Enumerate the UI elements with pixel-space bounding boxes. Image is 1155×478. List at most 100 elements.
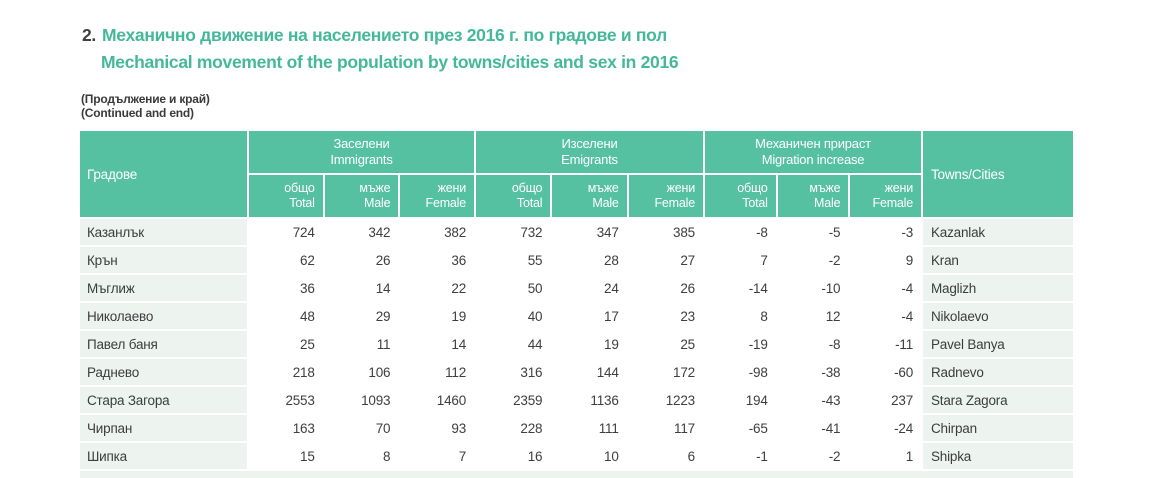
group-title-migration-increase: Механичен прираст Migration increase bbox=[705, 131, 921, 173]
value-cell-male: 17 bbox=[604, 308, 619, 324]
value-cell-total: 2553 bbox=[285, 392, 315, 408]
continuation-note-bulgarian: (Продължение и край) bbox=[81, 92, 210, 106]
town-bg-cell: Чирпан bbox=[80, 415, 247, 441]
column-header-towns-bg: Градове bbox=[80, 131, 247, 217]
value-cell-female: 237 bbox=[891, 392, 914, 408]
value-cell-total: 44 bbox=[527, 336, 543, 352]
town-en-cell: Chirpan bbox=[923, 415, 1073, 441]
value-cell-female: 385 bbox=[673, 224, 695, 240]
table-row: Мъглиж 36 14 22 50 24 26 -14 -10 -4 Maglizh bbox=[80, 275, 1073, 301]
value-cell-total: -8 bbox=[756, 224, 768, 240]
subcol-label-bg: жени bbox=[666, 180, 696, 195]
row-value-group: -98 -38 -60 bbox=[705, 359, 921, 385]
value-cell-female: 27 bbox=[680, 252, 695, 268]
continuation-note: (Продължение и край) (Continued and end) bbox=[81, 92, 210, 120]
value-cell-male: 8 bbox=[383, 448, 391, 464]
row-value-group: 48 29 19 bbox=[249, 303, 474, 329]
column-group-emigrants: Изселени Emigrants общо Total мъже Male жени… bbox=[476, 131, 703, 217]
subcol-label-bg: жени bbox=[884, 180, 914, 195]
town-en-cell: Stara Zagora bbox=[923, 387, 1073, 413]
value-cell-total: -19 bbox=[748, 336, 768, 352]
value-cell-male: 26 bbox=[375, 252, 391, 268]
town-en-cell: Maglizh bbox=[923, 275, 1073, 301]
subcol-label-bg: мъже bbox=[809, 180, 841, 195]
value-cell-female: 1460 bbox=[436, 392, 467, 408]
row-value-group: 724 342 382 bbox=[249, 219, 474, 245]
group-title-immigrants: Заселени Immigrants bbox=[249, 131, 474, 173]
subcol-label-en: Total bbox=[516, 196, 543, 210]
value-cell-male: 347 bbox=[596, 224, 619, 240]
value-cell-male: 11 bbox=[376, 336, 391, 352]
subcol-label-en: Total bbox=[289, 196, 315, 210]
subcol-header-total: общо Total bbox=[249, 175, 323, 217]
subcol-header-female: жени Female bbox=[850, 175, 922, 217]
value-cell-total: 15 bbox=[300, 448, 315, 464]
subcol-label-bg: мъже bbox=[587, 180, 619, 195]
value-cell-female: 36 bbox=[451, 252, 467, 268]
table-row: Раднево 218 106 112 316 144 172 -98 -38 -60 Radnev… bbox=[80, 359, 1073, 385]
value-cell-male: 12 bbox=[825, 308, 841, 324]
subcol-label-bg: мъже bbox=[359, 180, 391, 195]
continuation-note-english: (Continued and end) bbox=[81, 105, 194, 120]
row-value-group: 218 106 112 bbox=[249, 359, 474, 385]
town-en-cell: Nikolaevo bbox=[923, 303, 1073, 329]
subheader-row-migration-increase: общо Total мъже Male жени Female bbox=[705, 175, 922, 217]
value-cell-total: 2359 bbox=[513, 392, 543, 408]
subcol-label-bg: общо bbox=[511, 180, 543, 195]
row-value-group: -1 -2 1 bbox=[705, 443, 921, 469]
row-value-group: 163 70 93 bbox=[249, 415, 474, 441]
table-body: Казанлък 724 342 382 732 347 385 -8 -5 -3 Kazanlak… bbox=[80, 219, 1073, 469]
table-bottom-strip bbox=[80, 471, 1073, 478]
value-cell-male: 1136 bbox=[590, 392, 619, 408]
title-line-bulgarian: 2. Механично движение на населението през… bbox=[82, 22, 678, 49]
row-value-group: -19 -8 -11 bbox=[705, 331, 921, 357]
value-cell-female: -4 bbox=[901, 308, 914, 324]
value-cell-female: 93 bbox=[451, 420, 467, 436]
subcol-label-en: Female bbox=[425, 196, 467, 210]
subcol-label-bg: общо bbox=[284, 180, 315, 195]
value-cell-total: 228 bbox=[520, 420, 543, 436]
subcol-header-male: мъже Male bbox=[324, 175, 399, 217]
column-group-immigrants: Заселени Immigrants общо Total мъже Male жен… bbox=[249, 131, 475, 217]
value-cell-male: -5 bbox=[828, 224, 841, 240]
subcol-label-en: Female bbox=[654, 196, 696, 210]
title-bulgarian: Механично движение на населението през 2… bbox=[102, 25, 667, 45]
value-cell-female: -4 bbox=[901, 280, 914, 296]
subcol-label-en: Total bbox=[742, 196, 768, 210]
subcol-header-female: жени Female bbox=[628, 175, 703, 217]
row-value-group: 7 -2 9 bbox=[705, 247, 921, 273]
value-cell-male: 14 bbox=[375, 280, 391, 296]
town-en-cell: Kazanlak bbox=[923, 219, 1073, 245]
value-cell-female: 6 bbox=[687, 448, 696, 464]
row-value-group: 25 11 14 bbox=[249, 331, 474, 357]
group-title-en: Immigrants bbox=[330, 152, 393, 167]
row-value-group: 2553 1093 1460 bbox=[249, 387, 474, 413]
value-cell-female: 1223 bbox=[665, 392, 695, 408]
value-cell-female: 1 bbox=[905, 448, 914, 464]
town-bg-cell: Крън bbox=[80, 247, 247, 273]
subheader-row-emigrants: общо Total мъже Male жени Female bbox=[476, 175, 703, 217]
town-en-cell: Radnevo bbox=[923, 359, 1073, 385]
population-movement-table: Градове Заселени Immigrants общо Total мъж… bbox=[80, 131, 1073, 478]
table-row: Чирпан 163 70 93 228 111 117 -65 -41 -24 Chirpan bbox=[80, 415, 1073, 441]
subcol-label-bg: жени bbox=[437, 180, 467, 195]
row-value-group: 8 12 -4 bbox=[705, 303, 921, 329]
value-cell-total: 218 bbox=[292, 364, 315, 380]
value-cell-male: 1093 bbox=[361, 392, 391, 408]
subcol-header-total: общо Total bbox=[705, 175, 776, 217]
group-title-emigrants: Изселени Emigrants bbox=[476, 131, 703, 173]
value-cell-female: 117 bbox=[674, 420, 695, 436]
town-bg-cell: Казанлък bbox=[80, 219, 247, 245]
table-row: Крън 62 26 36 55 28 27 7 -2 9 Kran bbox=[80, 247, 1073, 273]
value-cell-female: 25 bbox=[680, 336, 695, 352]
town-bg-cell: Шипка bbox=[80, 443, 247, 469]
town-en-cell: Pavel Banya bbox=[923, 331, 1073, 357]
value-cell-total: 36 bbox=[300, 280, 315, 296]
town-en-cell: Shipka bbox=[923, 443, 1073, 469]
town-en-cell: Kran bbox=[923, 247, 1073, 273]
subheader-row-immigrants: общо Total мъже Male жени Female bbox=[249, 175, 475, 217]
value-cell-total: 316 bbox=[520, 364, 543, 380]
value-cell-male: -2 bbox=[828, 448, 841, 464]
subcol-label-en: Female bbox=[872, 196, 914, 210]
subcol-label-en: Male bbox=[814, 196, 841, 210]
